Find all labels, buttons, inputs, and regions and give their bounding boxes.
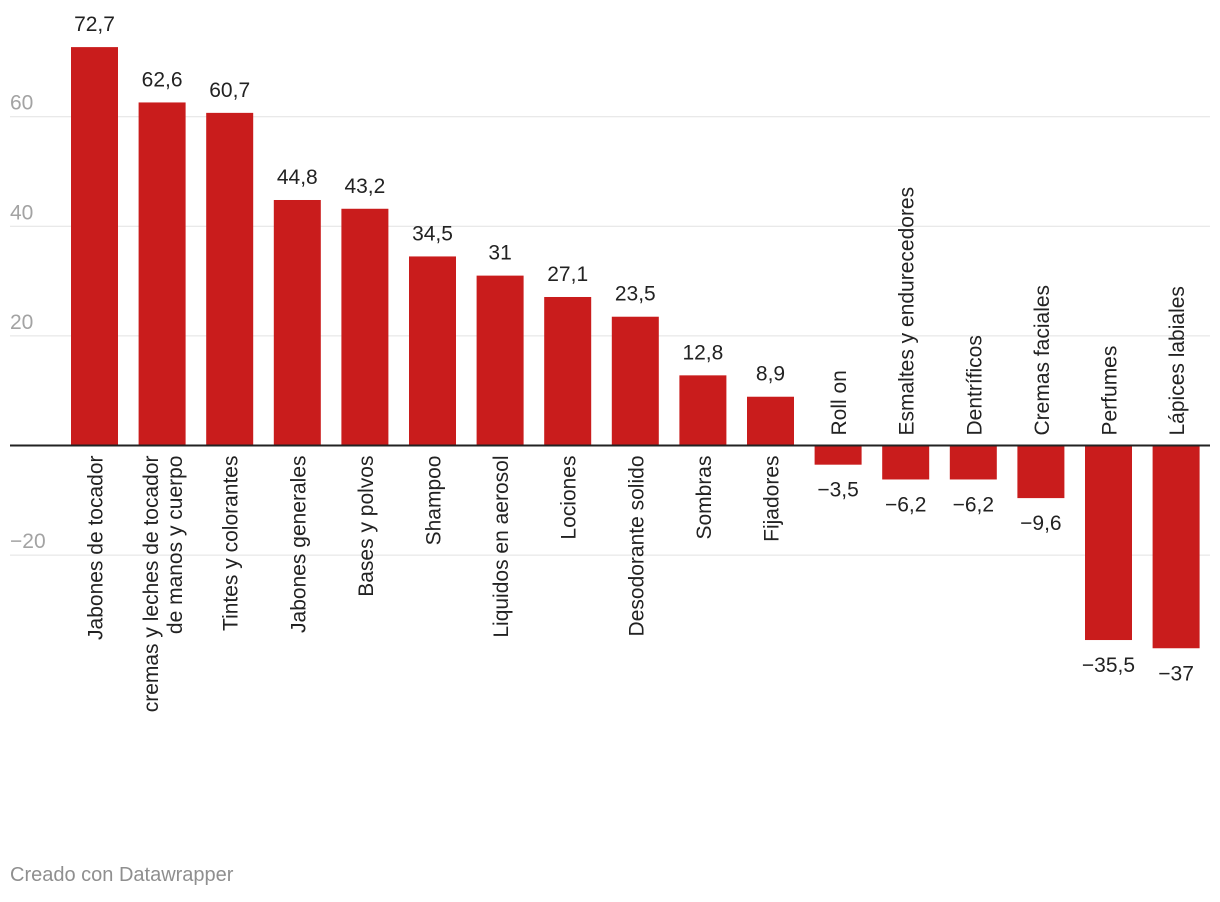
y-tick-label: −20: [10, 530, 46, 553]
bar: [747, 396, 794, 446]
bar: [476, 275, 524, 446]
data-label: 23,5: [615, 283, 656, 306]
category-label: Tintes y colorantes: [220, 456, 243, 631]
category-label: Esmaltes y endurecedores: [896, 187, 919, 436]
data-label: 60,7: [209, 79, 250, 102]
bar: [409, 256, 456, 446]
bar: [273, 199, 321, 446]
category-label: cremas y leches de tocador: [140, 456, 163, 713]
bar: [814, 445, 862, 465]
category-label: Jabones generales: [287, 456, 310, 633]
category-label: Desodorante solido: [625, 456, 648, 637]
bar: [949, 445, 997, 480]
data-label: −35,5: [1082, 654, 1135, 677]
data-label: 43,2: [344, 175, 385, 198]
data-label: −37: [1158, 662, 1194, 685]
bar: [1017, 445, 1065, 499]
bar: [341, 208, 389, 446]
category-label: Perfumes: [1099, 346, 1122, 436]
bar: [1085, 445, 1132, 641]
data-label: 8,9: [756, 363, 785, 386]
bar: [138, 102, 186, 446]
data-label: 62,6: [142, 68, 183, 91]
bar: [882, 445, 930, 480]
category-label: Lociones: [558, 456, 581, 540]
y-tick-label: 40: [10, 201, 33, 224]
bar-chart: −20 20 40 60 72,7 62,6 60,7 44,8 43,2 34,5 31 27,1 2…: [10, 13, 1210, 713]
category-label: Bases y polvos: [355, 456, 378, 597]
category-label: Jabones de tocador: [85, 455, 108, 639]
data-label: 34,5: [412, 222, 453, 245]
category-label: Fijadores: [761, 456, 784, 542]
data-label: 31: [488, 242, 511, 265]
data-label: −6,2: [953, 493, 994, 516]
bar: [679, 375, 727, 446]
category-label: Cremas faciales: [1031, 285, 1054, 436]
data-label: −3,5: [817, 479, 858, 502]
data-label: 44,8: [277, 166, 318, 189]
data-label: −6,2: [885, 493, 926, 516]
y-tick-label: 60: [10, 92, 33, 115]
data-label: −9,6: [1020, 512, 1061, 535]
data-label: 12,8: [682, 341, 723, 364]
bar: [544, 296, 592, 446]
category-label: Shampoo: [423, 456, 446, 546]
category-label: Sombras: [693, 456, 716, 540]
bar: [71, 47, 118, 446]
category-label: de manos y cuerpo: [164, 456, 187, 635]
bar: [206, 112, 254, 446]
footer-credit: Creado con Datawrapper: [10, 864, 234, 886]
category-label: Liquidos en aerosol: [490, 455, 513, 637]
y-tick-label: 20: [10, 311, 33, 334]
category-label: Roll on: [828, 370, 851, 435]
category-label: Lápices labiales: [1166, 286, 1189, 435]
data-label: 27,1: [547, 263, 588, 286]
category-label: Dentríficos: [963, 335, 986, 435]
bar: [1152, 445, 1200, 649]
data-label: 72,7: [74, 13, 115, 36]
bar: [611, 316, 659, 446]
